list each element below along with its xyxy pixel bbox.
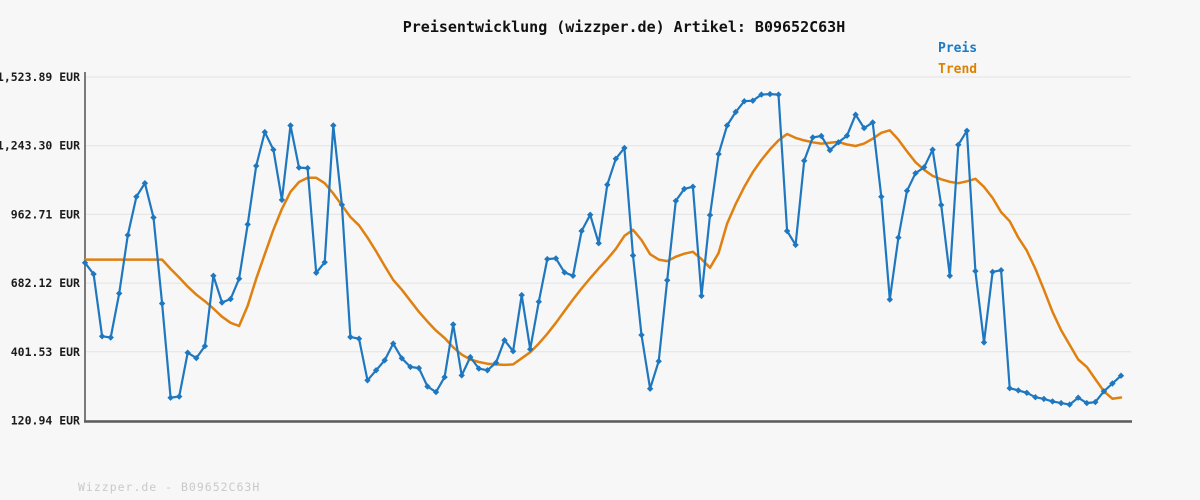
y-axis-label: 682.12 EUR <box>11 276 80 290</box>
legend-item-preis: Preis <box>938 41 978 56</box>
y-axis-label: 962.71 EUR <box>11 207 80 221</box>
watermark: Wizzper.de - B09652C63H <box>78 480 261 494</box>
y-axis-label: 120.94 EUR <box>11 414 80 428</box>
chart-title: Preisentwicklung (wizzper.de) Artikel: B… <box>402 18 846 36</box>
series-preis-line <box>83 92 1123 406</box>
legend-item-trend: Trend <box>938 62 978 77</box>
series-trend-line <box>83 129 1123 400</box>
y-axis-label: 1,243.30 EUR <box>0 139 80 153</box>
y-axis-label: 401.53 EUR <box>11 345 80 359</box>
y-axis-label: 1,523.89 EUR <box>0 70 80 84</box>
legend: Preis Trend <box>938 38 977 80</box>
